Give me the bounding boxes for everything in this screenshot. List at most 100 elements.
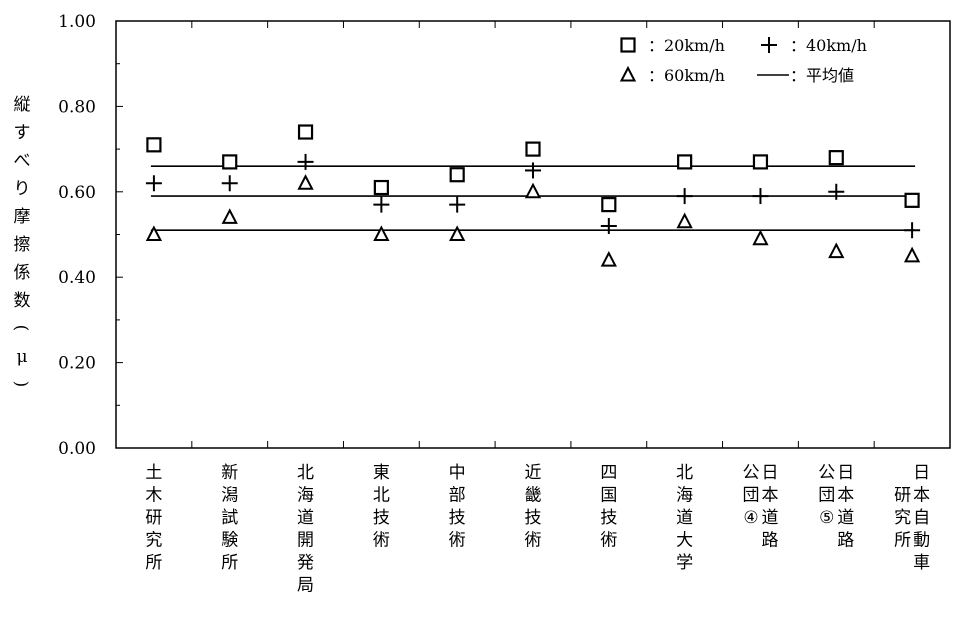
marker-square [828, 150, 844, 166]
y-axis-label-char: 縦 [14, 95, 31, 115]
x-category-char: 新 [221, 463, 238, 483]
x-category-char: 四 [600, 463, 617, 483]
x-category-labels: 土木研究所新潟試験所北海道開発局東北技術中部技術近畿技術四国技術北海道大学日本道… [145, 463, 930, 596]
marker-plus [828, 183, 845, 200]
x-category-char: 所 [221, 553, 238, 573]
x-category-char: 技 [600, 508, 617, 528]
x-category-char: 東 [373, 463, 390, 483]
y-axis-label-char: り [14, 179, 31, 199]
y-axis-label-char: 擦 [14, 235, 31, 255]
x-category-char: 潟 [221, 486, 238, 506]
marker-square [449, 167, 465, 183]
marker-triangle [600, 250, 617, 267]
marker-square [620, 37, 636, 53]
x-category-char: 土 [145, 463, 162, 483]
marker-triangle [676, 212, 693, 229]
x-category-char: 日 [761, 463, 778, 483]
y-axis-label-char: ( [11, 325, 31, 332]
marker-plus [752, 188, 769, 205]
marker-plus [676, 188, 693, 205]
x-category-char: 技 [449, 508, 466, 528]
marker-plus [145, 175, 162, 192]
x-category-char: 日 [837, 463, 854, 483]
y-axis-label-char: 数 [14, 291, 31, 311]
marker-triangle [828, 242, 845, 259]
series-20km/h [146, 124, 920, 213]
x-category-char: 北 [373, 486, 390, 506]
marker-square [373, 179, 389, 196]
x-category-char: 団 [742, 486, 759, 506]
marker-triangle [297, 174, 314, 190]
x-category-char: 動 [913, 531, 930, 551]
legend-entry: ：20km/h [620, 36, 725, 55]
data-points [145, 124, 921, 267]
marker-square [904, 192, 920, 208]
y-tick-label: 0.40 [58, 268, 96, 288]
x-category-char: 国 [600, 486, 617, 506]
legend: ：20km/h ：40km/h ：60km/h ：平均値 [619, 36, 867, 85]
marker-triangle [903, 246, 921, 263]
marker-triangle [619, 65, 637, 82]
y-axis-label-char: べ [14, 151, 31, 171]
x-category-char: 道 [297, 508, 314, 528]
marker-triangle [145, 225, 163, 241]
marker-plus [221, 175, 238, 192]
x-category-char: 道 [837, 508, 854, 528]
x-category-char: ⑤ [819, 508, 834, 528]
marker-plus [373, 196, 390, 213]
legend-entry: ：60km/h [619, 65, 725, 85]
marker-plus [525, 162, 541, 179]
marker-plus [761, 37, 777, 53]
marker-square [146, 137, 162, 153]
x-category-char: 中 [449, 463, 466, 483]
x-category-char: 術 [525, 531, 542, 551]
x-category-char: 術 [373, 531, 390, 551]
marker-triangle [524, 182, 542, 199]
x-category-char: 試 [221, 508, 238, 528]
marker-square [752, 154, 769, 170]
marker-square [525, 141, 541, 157]
marker-plus [904, 222, 921, 239]
legend-label: ：20km/h [648, 36, 725, 55]
x-category-char: 公 [742, 463, 759, 483]
x-category-char: 術 [600, 531, 617, 551]
x-category-char: 路 [837, 531, 854, 551]
y-tick-label: 1.00 [58, 12, 96, 32]
x-category-char: 術 [449, 531, 466, 551]
x-category-char: 日 [913, 463, 930, 483]
x-category-char: 北 [297, 463, 314, 483]
y-tick-label: 0.00 [58, 439, 96, 459]
y-tick-label: 0.60 [58, 183, 96, 203]
x-category-char: 究 [894, 508, 911, 528]
x-category-char: 部 [449, 486, 466, 506]
marker-square [297, 124, 314, 140]
series-60km/h [145, 174, 921, 267]
y-tick-label: 0.80 [58, 97, 96, 117]
marker-triangle [449, 225, 466, 241]
marker-plus [600, 217, 617, 234]
x-category-char: 局 [297, 576, 314, 596]
y-axis-label-char: 係 [14, 263, 31, 283]
x-category-char: 研 [145, 508, 162, 528]
x-category-char: 木 [145, 486, 162, 506]
x-category-char: 道 [676, 508, 693, 528]
x-category-char: 公 [818, 463, 835, 483]
marker-square [677, 154, 693, 170]
y-ticks: 0.00 0.20 0.40 0.60 0.80 1.00 [58, 12, 123, 459]
marker-triangle [221, 208, 238, 224]
x-category-char: 道 [761, 508, 778, 528]
marker-square [601, 197, 617, 213]
axes [115, 20, 951, 449]
legend-entry: ：平均値 [757, 66, 854, 85]
x-category-char: 本 [837, 486, 854, 506]
legend-entry: ：40km/h [761, 36, 867, 55]
